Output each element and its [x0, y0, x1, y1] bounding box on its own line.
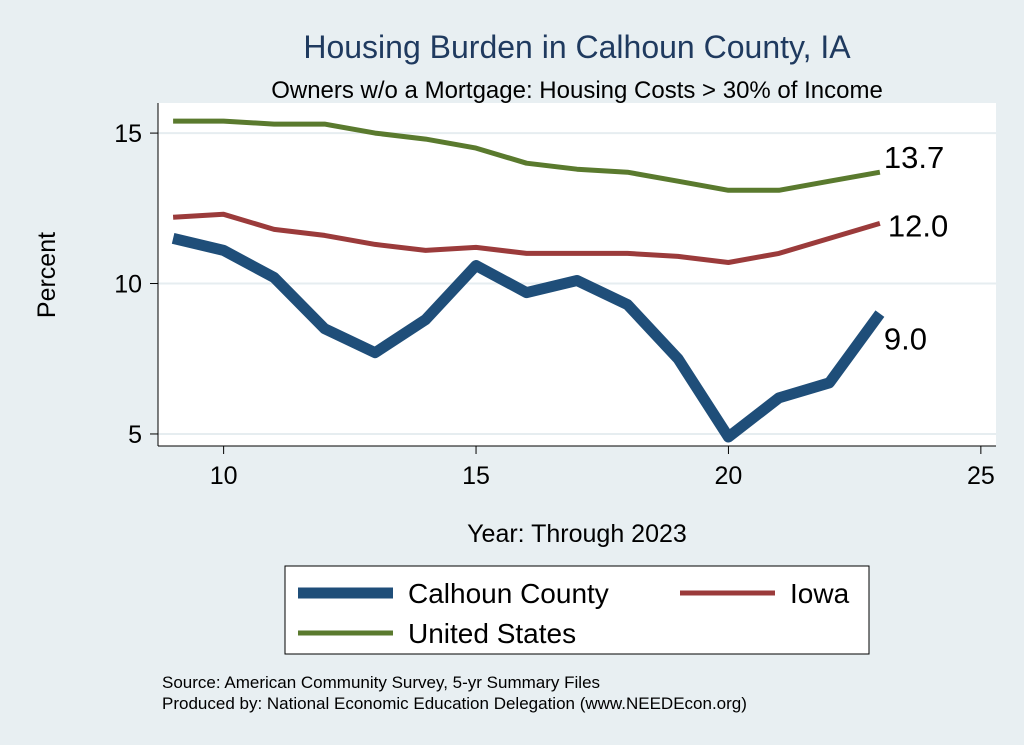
- series-line-iowa: [172, 211, 881, 265]
- y-axis-title: Percent: [33, 232, 61, 318]
- chart-title: Housing Burden in Calhoun County, IA: [303, 29, 851, 65]
- x-tick-label-20: 20: [715, 462, 743, 490]
- series-line-united-states: [173, 118, 881, 193]
- producer-note: Produced by: National Economic Education…: [162, 694, 747, 713]
- y-tick-label-15: 15: [114, 120, 142, 148]
- end-label-iowa: 12.0: [888, 208, 948, 243]
- legend-label-iowa: Iowa: [790, 578, 850, 609]
- source-note: Source: American Community Survey, 5-yr …: [162, 673, 600, 692]
- legend-box: [284, 565, 870, 655]
- legend-label-united-states: United States: [408, 618, 576, 649]
- plot-area: [158, 103, 996, 446]
- chart-subtitle: Owners w/o a Mortgage: Housing Costs > 3…: [271, 77, 883, 104]
- tick-group: 10 15 20 25 5 10 15: [114, 120, 995, 490]
- end-label-group: 9.0 12.0 13.7: [884, 140, 948, 356]
- y-tick-label-5: 5: [128, 421, 142, 449]
- legend: Calhoun County Iowa United States: [284, 565, 870, 655]
- x-tick-label-25: 25: [967, 462, 995, 490]
- end-label-calhoun-county: 9.0: [884, 322, 927, 357]
- end-label-united-states: 13.7: [884, 140, 944, 175]
- x-axis-title: Year: Through 2023: [467, 520, 687, 548]
- series-group: [171, 118, 885, 443]
- series-line-calhoun-county: [171, 233, 885, 443]
- x-tick-label-15: 15: [462, 462, 490, 490]
- x-tick-label-10: 10: [210, 462, 238, 490]
- legend-label-calhoun-county: Calhoun County: [408, 578, 609, 609]
- axes: [157, 103, 996, 447]
- y-tick-label-10: 10: [114, 271, 142, 299]
